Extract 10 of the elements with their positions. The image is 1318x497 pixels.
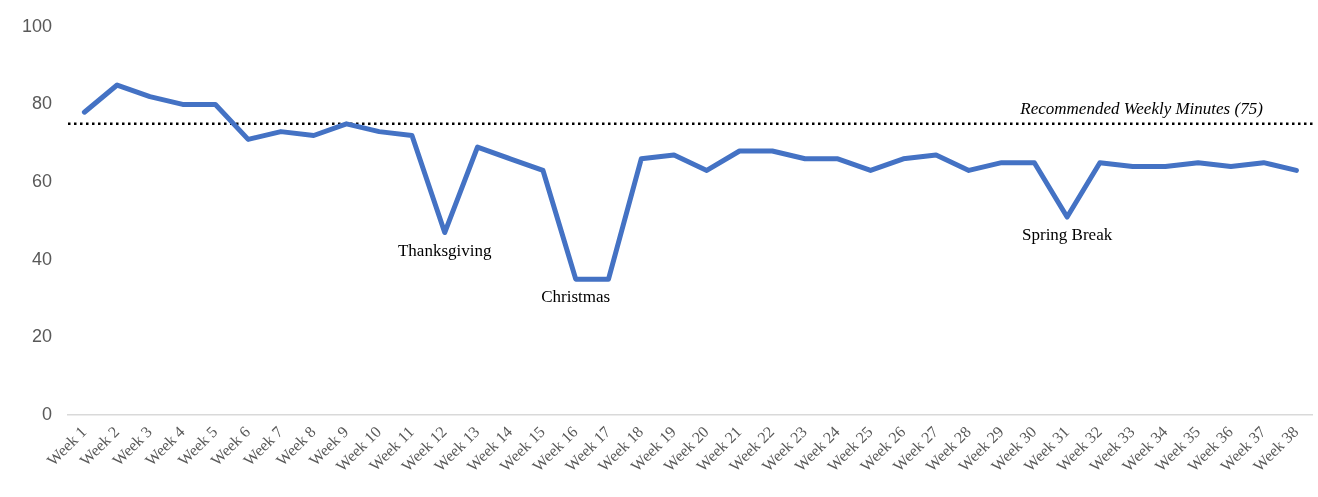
y-tick-label: 60 bbox=[31, 171, 52, 192]
annotation: Thanksgiving bbox=[397, 240, 492, 260]
y-tick-label: 20 bbox=[31, 326, 52, 347]
y-tick-label: 100 bbox=[21, 15, 52, 36]
y-tick-label: 40 bbox=[31, 248, 52, 269]
ref-line-label: Recommended Weekly Minutes (75) bbox=[1019, 98, 1264, 118]
annotation: Spring Break bbox=[1022, 224, 1113, 244]
y-tick-label: 0 bbox=[41, 403, 52, 424]
annotation: Christmas bbox=[541, 287, 611, 307]
y-tick-label: 80 bbox=[31, 93, 52, 114]
